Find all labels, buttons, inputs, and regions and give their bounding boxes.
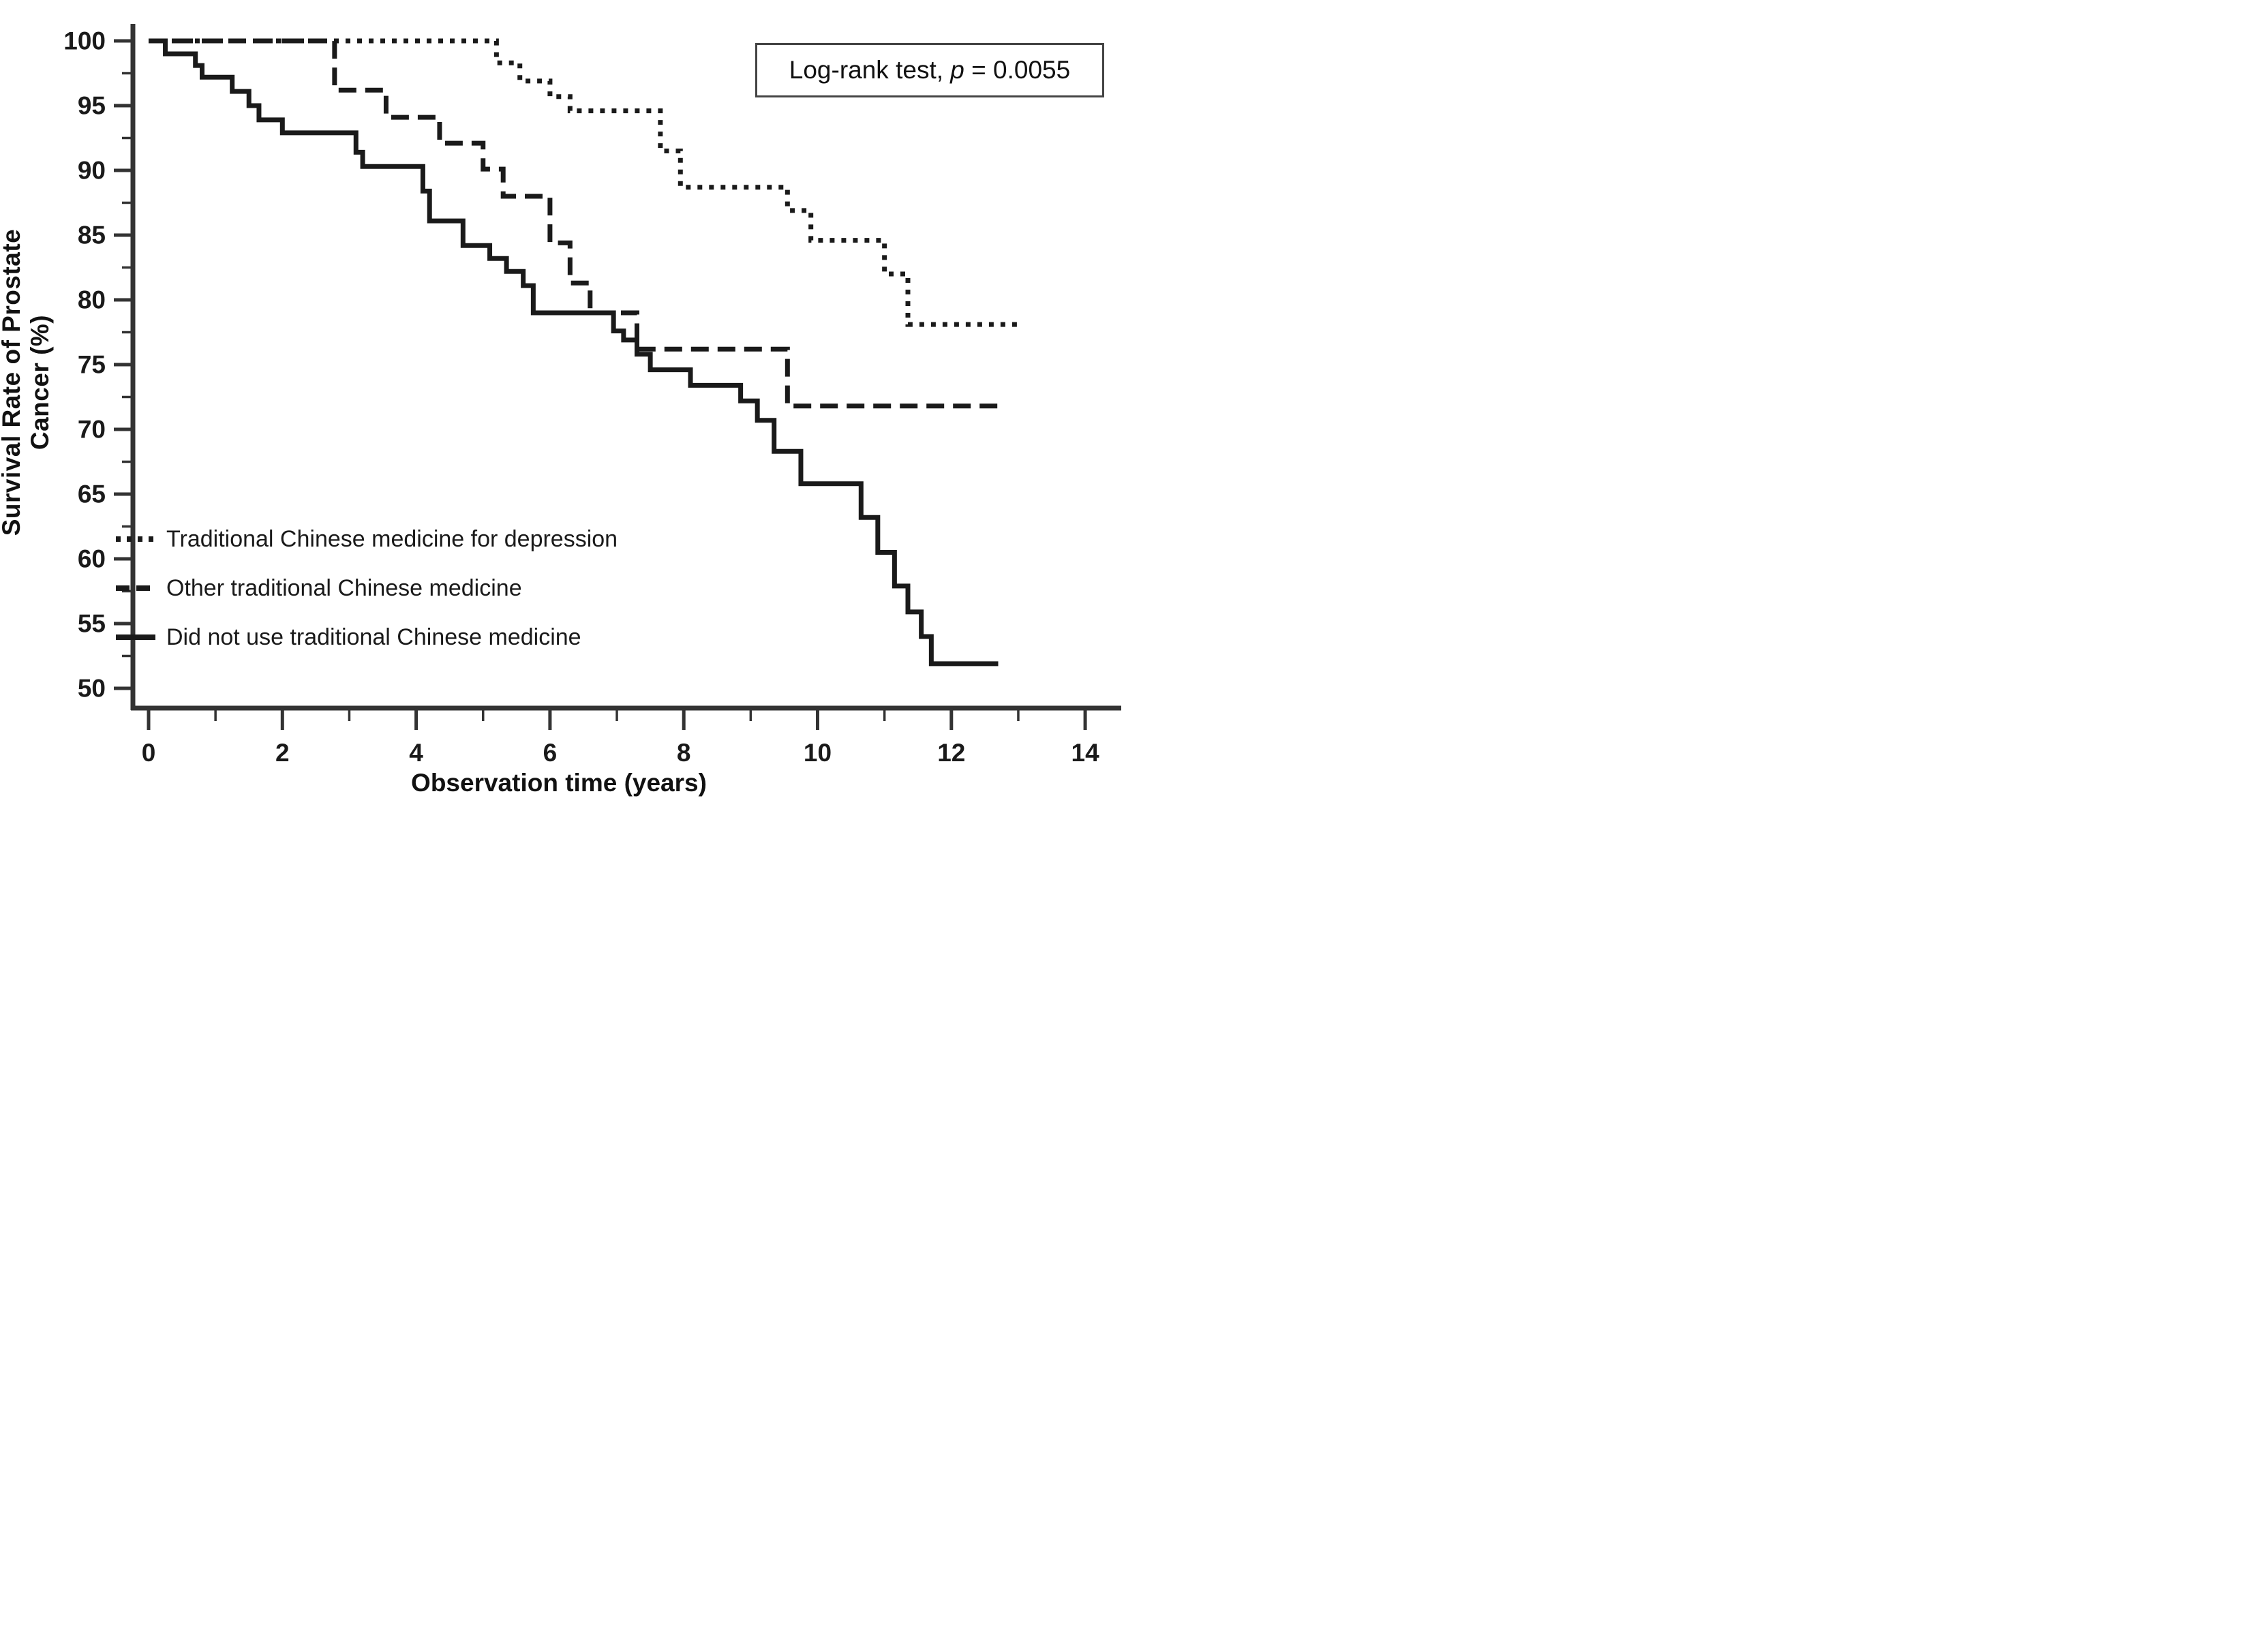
annotation-value: = 0.0055 [964,56,1071,84]
x-tick-label-12: 12 [937,739,965,767]
x-tick-label-0: 0 [142,739,156,767]
x-tick-label-4: 4 [409,739,423,767]
y-tick-label-95: 95 [78,92,106,120]
x-tick-label-8: 8 [677,739,691,767]
x-tick-label-10: 10 [804,739,832,767]
y-tick-label-80: 80 [78,286,106,314]
y-tick-label-70: 70 [78,416,106,444]
series-path-dotted [149,38,1018,327]
y-tick-label-65: 65 [78,480,106,508]
series-path-solid [149,38,999,667]
annotation-prefix: Log-rank test, [789,56,951,84]
annotation-stat-symbol: p [950,56,964,84]
x-tick-label-6: 6 [543,739,558,767]
km-survival-figure: 100 95 90 85 80 75 70 65 60 55 50 0 2 4 6 8 10 12 14 Tradit… [0,0,1126,826]
legend-label-2: Other traditional Chinese medicine [166,575,522,601]
legend-label-1: Traditional Chinese medicine for depress… [166,526,618,552]
y-tick-label-100: 100 [63,27,106,55]
y-tick-label-90: 90 [78,157,106,185]
y-tick-label-55: 55 [78,610,106,638]
legend-label-3: Did not use traditional Chinese medicine [166,624,581,650]
y-tick-label-60: 60 [78,545,106,573]
km-chart-canvas: 100 95 90 85 80 75 70 65 60 55 50 0 2 4 6 8 10 12 14 Tradit… [63,24,1121,767]
log-rank-annotation: Log-rank test, p = 0.0055 [755,43,1104,97]
series-path-dashed [149,38,999,409]
y-tick-label-50: 50 [78,675,106,703]
y-axis-title: Survival Rate of Prostate Cancer (%) [0,228,54,536]
y-tick-label-85: 85 [78,221,106,249]
y-tick-label-75: 75 [78,351,106,379]
x-tick-label-2: 2 [275,739,290,767]
x-axis-title: Observation time (years) [411,769,707,797]
x-tick-label-14: 14 [1071,739,1100,767]
